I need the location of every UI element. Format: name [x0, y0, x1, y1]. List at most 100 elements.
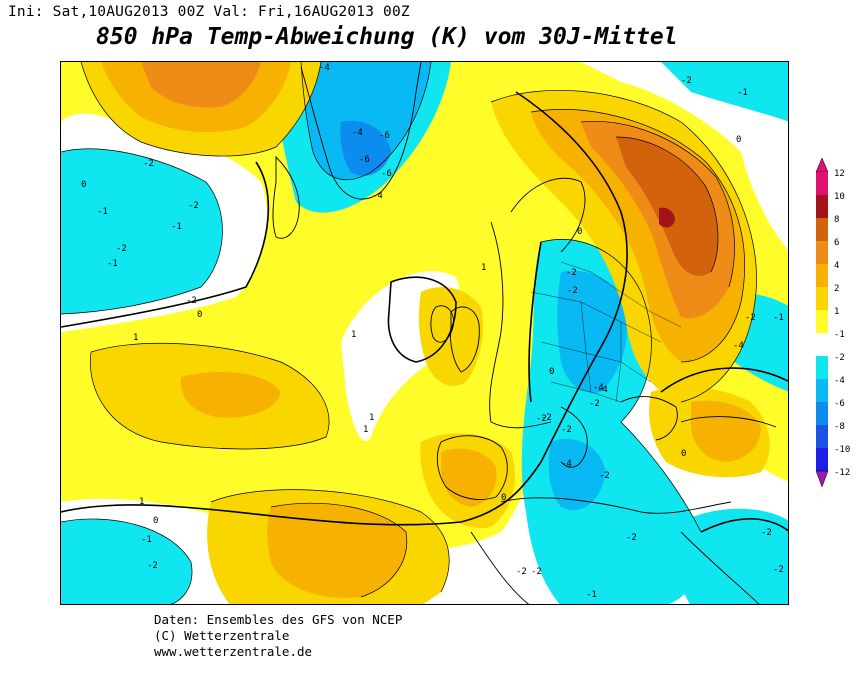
legend-swatch — [816, 218, 828, 241]
legend-label: 1 — [834, 307, 839, 317]
map-label: 1 — [363, 425, 368, 435]
legend-svg: 12 10 8 6 4 2 1 -1 -2 -4 -6 -8 -10 -12 — [815, 158, 850, 488]
legend-label: 6 — [834, 238, 839, 248]
zone-warm6-north — [141, 62, 261, 108]
map-label: -2 — [147, 561, 158, 571]
map-label: -2 — [143, 159, 154, 169]
map-label: 0 — [501, 493, 506, 503]
map-label: 1 — [481, 263, 486, 273]
legend-swatch — [816, 425, 828, 448]
map-label: -2 — [186, 296, 197, 306]
map-label: -2 — [561, 425, 572, 435]
legend-label: 12 — [834, 169, 845, 179]
map-label: -2 — [681, 76, 692, 86]
map-label: -4 — [372, 191, 383, 201]
map-label: 0 — [681, 449, 686, 459]
map-label: 0 — [81, 180, 86, 190]
map-label: -4 — [561, 459, 572, 469]
legend-swatch — [816, 195, 828, 218]
map-label: -6 — [359, 155, 370, 165]
map-label: 0 — [736, 135, 741, 145]
zero-isolines — [61, 91, 788, 533]
map-label: -2 — [531, 567, 542, 577]
legend-label: 2 — [834, 284, 839, 294]
map-label: 0 — [577, 227, 582, 237]
zone-cyan-ne — [661, 62, 788, 122]
legend-label: 4 — [834, 261, 839, 271]
zone-white-ne — [581, 62, 788, 250]
map-label: -2 — [541, 413, 552, 423]
map-value-labels: -4 -2 -1 -4 -6 -6 -6 -4 -2 -1 -2 -1 -2 -… — [81, 63, 784, 600]
map-label: -4 — [352, 128, 363, 138]
footer-url: www.wetterzentrale.de — [154, 644, 313, 659]
map-label: -1 — [737, 88, 748, 98]
map-label: -1 — [107, 259, 118, 269]
legend-label: -2 — [834, 353, 845, 363]
legend-label: 10 — [834, 192, 845, 202]
footer-copyright: (C) Wetterzentrale — [154, 628, 290, 643]
legend-swatch — [816, 310, 828, 333]
map-label: -6 — [379, 131, 390, 141]
legend-label: -8 — [834, 422, 845, 432]
map-label: -2 — [745, 313, 756, 323]
map-label: -4 — [733, 341, 744, 351]
init-valid-line: Ini: Sat,10AUG2013 00Z Val: Fri,16AUG201… — [8, 4, 410, 20]
zone-warm10-russia — [659, 207, 675, 228]
footer-data-source: Daten: Ensembles des GFS von NCEP — [154, 612, 403, 627]
legend-swatch — [816, 402, 828, 425]
legend-swatch — [816, 379, 828, 402]
map-label: -2 — [589, 399, 600, 409]
zone-warm4-southatl — [267, 503, 407, 598]
legend-swatch — [816, 287, 828, 310]
color-legend: 12 10 8 6 4 2 1 -1 -2 -4 -6 -8 -10 -12 — [812, 158, 860, 508]
zone-cyan-nw — [61, 148, 223, 314]
map-label: -1 — [171, 222, 182, 232]
anomaly-map: -4 -2 -1 -4 -6 -6 -6 -4 -2 -1 -2 -1 -2 -… — [60, 61, 789, 605]
legend-swatch — [816, 172, 828, 195]
footer-credits: Daten: Ensembles des GFS von NCEP (C) We… — [154, 612, 402, 660]
map-label: -2 — [599, 471, 610, 481]
map-label: 0 — [153, 516, 158, 526]
map-label: 0 — [549, 367, 554, 377]
isolines-thin — [61, 62, 757, 604]
map-label: -2 — [761, 528, 772, 538]
zone-blue-greenland — [301, 62, 431, 180]
map-label: 1 — [369, 413, 374, 423]
map-label: 0 — [197, 310, 202, 320]
zone-blue-balkans — [548, 438, 606, 511]
zone-warm4-iberia — [441, 448, 497, 507]
zone-cyan-se — [675, 508, 788, 604]
map-label: -1 — [586, 590, 597, 600]
anomaly-map-svg: -4 -2 -1 -4 -6 -6 -6 -4 -2 -1 -2 -1 -2 -… — [61, 62, 788, 604]
legend-arrow-bottom — [815, 470, 829, 488]
legend-label: -4 — [834, 376, 845, 386]
map-label: -2 — [116, 244, 127, 254]
map-label: 1 — [351, 330, 356, 340]
map-label: 1 — [139, 497, 144, 507]
legend-label: -10 — [834, 445, 850, 455]
zone-blue-europe — [557, 270, 628, 393]
map-label: -4 — [319, 63, 330, 73]
map-label: -2 — [188, 201, 199, 211]
map-label: -1 — [773, 313, 784, 323]
legend-swatch — [816, 264, 828, 287]
map-label: -4 — [597, 385, 608, 395]
zone-cyan-sw — [61, 519, 192, 604]
coastlines — [272, 62, 777, 604]
zone-warm4-turkey — [691, 400, 761, 462]
map-label: -2 — [566, 268, 577, 278]
map-label: -2 — [773, 565, 784, 575]
map-label: -1 — [141, 535, 152, 545]
legend-swatch — [816, 448, 828, 471]
legend-swatch — [816, 241, 828, 264]
zone-warm2-uk — [418, 287, 483, 386]
legend-swatch — [816, 356, 828, 379]
map-label: -2 — [626, 533, 637, 543]
borders — [530, 261, 682, 403]
zone-warm4-atlantic — [180, 372, 281, 418]
map-label: -4 — [593, 383, 604, 393]
map-label: -2 — [536, 414, 547, 424]
legend-label: -12 — [834, 468, 850, 478]
zone-warm8-russia — [616, 137, 718, 276]
legend-label: 8 — [834, 215, 839, 225]
